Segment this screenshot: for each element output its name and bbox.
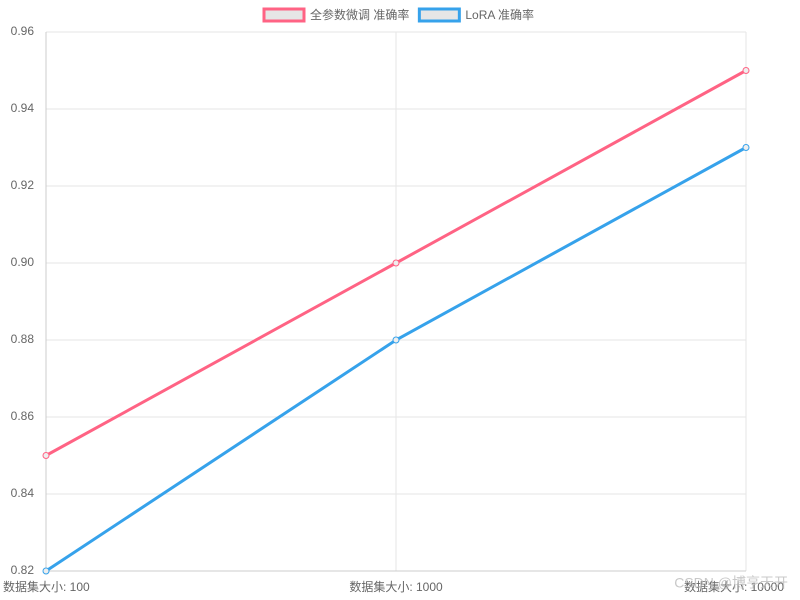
point (392, 259, 400, 267)
point (742, 67, 750, 74)
point (42, 452, 50, 459)
x-tick-label: 数据集大小: 10000 (684, 579, 784, 594)
y-tick-label: 0.84 (11, 486, 35, 500)
y-tick-label: 0.90 (11, 255, 35, 269)
point (742, 144, 750, 151)
x-tick-label: 数据集大小: 1000 (349, 579, 443, 594)
y-tick-label: 0.94 (11, 101, 35, 115)
legend-swatch (417, 7, 461, 23)
point (42, 567, 50, 575)
y-tick-label: 0.92 (11, 178, 35, 192)
y-tick-label: 0.82 (11, 563, 35, 577)
legend-label: LoRA 准确率 (465, 7, 534, 22)
legend-label: 全参数微调 准确率 (310, 7, 409, 22)
legend-swatch (262, 7, 306, 23)
y-tick-label: 0.86 (11, 409, 35, 423)
y-tick-label: 0.88 (11, 332, 35, 346)
watermark: CSDN @博亨天开 (674, 575, 788, 591)
x-tick-label: 数据集大小: 100 (3, 579, 90, 594)
point (392, 336, 400, 344)
y-tick-label: 0.96 (11, 24, 35, 38)
